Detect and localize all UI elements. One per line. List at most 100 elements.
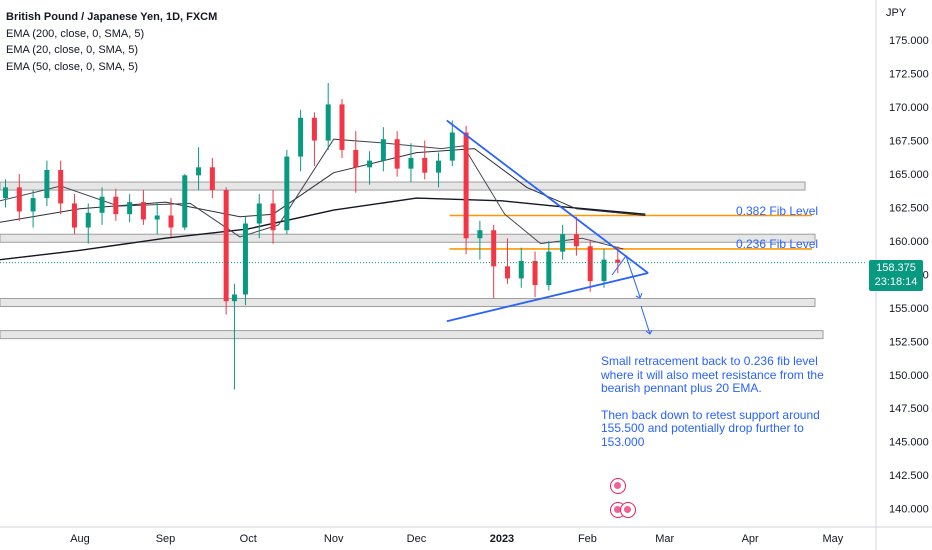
y-tick-label: 152.500 (889, 336, 929, 348)
candle-body (99, 196, 105, 213)
candle-body (560, 234, 566, 252)
candle-body (71, 203, 77, 228)
x-tick-label: Feb (578, 533, 597, 545)
candle-body (339, 104, 345, 150)
y-tick-label: 147.500 (889, 403, 929, 415)
candle-body (587, 246, 593, 282)
event-flag-icon[interactable] (620, 502, 636, 518)
candle-body (168, 215, 174, 228)
candle-body (85, 212, 91, 228)
candle-body (394, 139, 400, 169)
candle-body (518, 261, 524, 279)
y-tick-label: 145.000 (889, 437, 929, 449)
candle-body (477, 230, 483, 239)
candle-body (3, 187, 9, 199)
x-tick-label: Dec (407, 533, 427, 545)
projection-arrows (611, 254, 653, 335)
bar-countdown: 23:18:14 (874, 276, 918, 288)
x-tick-label: Mar (655, 533, 674, 545)
candle-body (298, 117, 304, 157)
y-tick-label: 142.500 (889, 470, 929, 482)
candle-body (16, 187, 22, 212)
candle-body (311, 117, 317, 141)
projection-arrowhead (635, 292, 643, 299)
sr-zone (0, 233, 816, 243)
candle-body (449, 132, 455, 161)
y-tick-label: 175.000 (889, 35, 929, 47)
fib-236-label: 0.236 Fib Level (736, 237, 819, 251)
candle-body (380, 139, 386, 161)
indicator-ema50[interactable]: EMA (50, close, 0, SMA, 5) (6, 60, 139, 73)
candle-body (325, 104, 331, 141)
y-tick-label: 172.500 (889, 69, 929, 81)
indicator-ema20[interactable]: EMA (20, close, 0, SMA, 5) (6, 44, 139, 56)
pennant-trendline (446, 272, 649, 323)
x-tick-label: Aug (70, 533, 90, 545)
candle-body (242, 223, 248, 295)
symbol-title[interactable]: British Pound / Japanese Yen, 1D, FXCM (6, 11, 218, 23)
candle-body (436, 160, 442, 173)
candle-body (601, 259, 607, 282)
candle-body (209, 167, 215, 191)
candle-body (422, 157, 428, 173)
candle-body (573, 234, 579, 247)
candle-body (491, 230, 497, 267)
y-tick-label: 162.500 (889, 202, 929, 214)
y-tick-label: 165.000 (889, 169, 929, 181)
candle-body (408, 157, 414, 169)
event-flag-icon[interactable] (610, 478, 626, 494)
x-tick-label: 2023 (490, 533, 514, 545)
pennant-trendline (446, 119, 649, 274)
candle-body (532, 261, 538, 286)
candles (3, 82, 621, 390)
candle-body (270, 203, 276, 231)
candle-body (504, 266, 510, 279)
candle-body (546, 251, 552, 286)
projection-path (640, 305, 651, 335)
candle-body (196, 167, 202, 176)
support-resistance-zones (0, 181, 824, 340)
y-tick-label: 160.000 (889, 236, 929, 248)
current-price-tag: 158.375 23:18:14 (869, 260, 923, 291)
x-tick-label: Oct (240, 533, 257, 545)
current-price: 158.375 (876, 262, 916, 274)
y-tick-label: 150.000 (889, 370, 929, 382)
candle-body (256, 203, 262, 224)
candle-body (182, 175, 188, 228)
ema-line (0, 138, 624, 250)
fib-levels (449, 214, 812, 250)
candle-body (140, 202, 146, 220)
x-tick-label: Apr (742, 533, 759, 545)
candle-body (113, 196, 119, 215)
note-paragraph-2: Then back down to retest support around … (601, 407, 820, 449)
sr-zone (0, 181, 806, 191)
x-tick-label: Nov (324, 533, 344, 545)
candle-body (44, 169, 50, 199)
candle-body (30, 198, 36, 212)
projection-arrowhead (645, 329, 653, 335)
y-tick-label: 170.000 (889, 102, 929, 114)
sr-zone (0, 330, 824, 340)
candle-body (284, 156, 290, 231)
candle-body (231, 294, 237, 302)
candle-body (127, 202, 133, 215)
candle-body (463, 132, 469, 239)
candle-body (367, 160, 373, 168)
y-tick-label: 140.000 (889, 504, 929, 516)
candle-body (154, 215, 160, 220)
x-tick-label: Sep (156, 533, 176, 545)
trendlines (446, 119, 649, 323)
note-paragraph-1: Small retracement back to 0.236 fib leve… (601, 354, 824, 396)
currency-label: JPY (886, 7, 907, 19)
candle-body (223, 190, 229, 302)
ema-line (0, 197, 646, 261)
x-tick-label: May (823, 533, 844, 545)
chart-legend: British Pound / Japanese Yen, 1D, FXCM E… (6, 9, 217, 75)
projection-path (611, 254, 641, 298)
candle-body (615, 259, 621, 263)
y-tick-label: 167.500 (889, 136, 929, 148)
indicator-ema200[interactable]: EMA (200, close, 0, SMA, 5) (6, 27, 145, 40)
candle-body (58, 169, 64, 204)
